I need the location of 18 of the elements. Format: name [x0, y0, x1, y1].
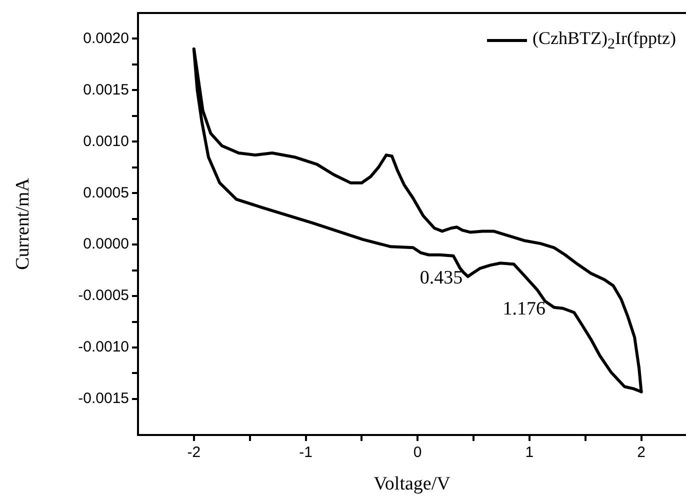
x-axis-title: Voltage/V	[374, 474, 451, 495]
y-tick-label: -0.0015	[78, 390, 129, 408]
y-tick-label: 0.0000	[83, 236, 129, 253]
y-tick-label: -0.0005	[78, 287, 129, 304]
y-tick-label: 0.0005	[83, 184, 129, 202]
x-tick-label: 0	[413, 444, 422, 462]
annotation: 0.435	[420, 267, 463, 288]
x-tick-label: -2	[187, 444, 201, 462]
legend-label: (CzhBTZ)$_{2}$Ir(fpptz)	[532, 28, 676, 54]
y-tick-label: -0.0010	[78, 338, 129, 356]
y-tick-label: 0.0015	[83, 81, 129, 98]
y-tick-label: 0.0010	[83, 132, 129, 150]
x-tick-label: -1	[299, 444, 312, 462]
y-axis-title: Current/mA	[12, 178, 34, 270]
x-tick-label: 1	[525, 444, 534, 462]
x-tick-label: 2	[637, 444, 646, 462]
annotation: 1.176	[502, 298, 546, 320]
y-tick-label: 0.0020	[83, 30, 129, 47]
